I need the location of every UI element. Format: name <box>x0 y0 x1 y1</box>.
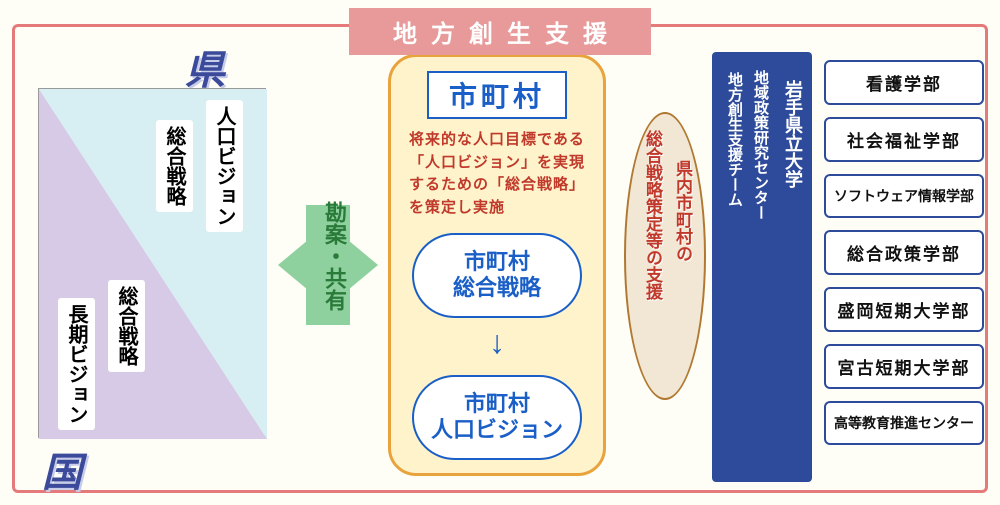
dept-item: 総合政策学部 <box>824 230 984 275</box>
municipality-title: 市町村 <box>427 71 567 119</box>
arrow-label: 勘案・共有 <box>318 201 350 311</box>
left-text-longterm-vision: 長期ビジョン <box>58 298 95 430</box>
bidirectional-arrow: 勘案・共有 <box>278 165 378 365</box>
dept-item: 盛岡短期大学部 <box>824 287 984 332</box>
dept-item: 社会福祉学部 <box>824 117 984 162</box>
dept-item: 看護学部 <box>824 60 984 105</box>
dept-item: ソフトウェア情報学部 <box>824 174 984 218</box>
pill-strategy: 市町村 総合戦略 <box>412 233 582 318</box>
university-name: 岩手県立大学 <box>780 80 806 188</box>
left-text-strategy-lower: 総合戦略 <box>108 280 145 372</box>
left-text-strategy-upper: 総合戦略 <box>156 120 193 212</box>
university-center-a: 地域政策研究センター <box>750 70 771 220</box>
department-column: 看護学部 社会福祉学部 ソフトウェア情報学部 総合政策学部 盛岡短期大学部 宮古… <box>824 60 984 457</box>
oval-text-2: 総合戦略策定等の支援 <box>640 130 665 300</box>
diagram-canvas: 地方創生支援 県 人口ビジョン 総合戦略 総合戦略 長期ビジョン 国 勘案・共有… <box>0 0 1000 505</box>
dept-item: 宮古短期大学部 <box>824 344 984 389</box>
oval-text-1: 県内市町村の <box>670 160 695 262</box>
down-arrow-icon: ↓ <box>403 324 591 361</box>
pill-vision: 市町村 人口ビジョン <box>412 375 582 460</box>
nation-label: 国 <box>42 440 86 498</box>
university-center-b: 地方創生支援チーム <box>724 72 745 207</box>
municipality-box: 市町村 将来的な人口目標である「人口ビジョン」を実現するための「総合戦略」を策定… <box>388 54 606 476</box>
title-badge: 地方創生支援 <box>349 8 651 55</box>
dept-item: 高等教育推進センター <box>824 401 984 445</box>
municipality-description: 将来的な人口目標である「人口ビジョン」を実現するための「総合戦略」を策定し実施 <box>403 129 591 219</box>
left-text-population-vision: 人口ビジョン <box>206 100 243 232</box>
